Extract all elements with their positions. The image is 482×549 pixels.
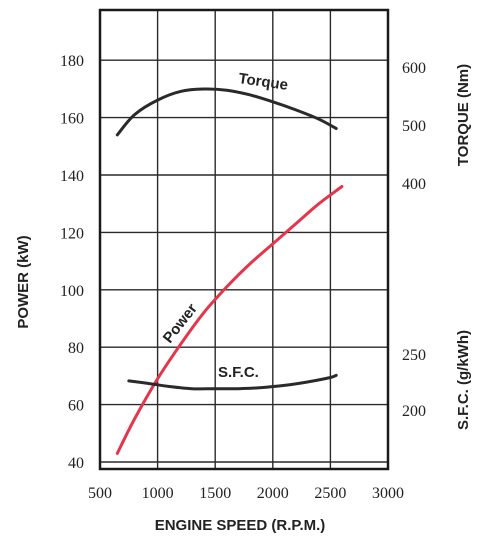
x-tick-label: 1000 (142, 485, 174, 502)
sfc-series-line (127, 373, 338, 391)
torque-axis-title: TORQUE (Nm) (455, 64, 472, 166)
power-tick-label: 80 (68, 340, 84, 357)
x-tick-label: 2500 (314, 485, 346, 502)
x-tick-label: 2000 (257, 485, 289, 502)
x-tick-label: 1500 (199, 485, 231, 502)
tick-labels: 500 1000 1500 2000 2500 3000 40 60 80 100 120 140 16… (60, 53, 426, 502)
torque-tick-label: 600 (402, 60, 426, 77)
power-tick-label: 40 (68, 455, 84, 472)
x-tick-label: 500 (88, 485, 112, 502)
torque-series-line (115, 87, 338, 137)
x-tick-label: 3000 (372, 485, 404, 502)
sfc-axis-title: S.F.C. (g/kWh) (455, 330, 472, 430)
power-series-line (115, 185, 344, 455)
power-tick-label: 60 (68, 398, 84, 415)
torque-tick-label: 400 (402, 176, 426, 193)
sfc-tick-label: 250 (402, 347, 426, 364)
power-axis-title: POWER (kW) (15, 235, 32, 328)
torque-series-label: Torque (237, 70, 289, 94)
sfc-tick-label: 200 (402, 403, 426, 420)
x-axis-title: ENGINE SPEED (R.P.M.) (155, 517, 326, 534)
sfc-series-label: S.F.C. (218, 364, 259, 381)
power-tick-label: 180 (60, 53, 84, 70)
power-tick-label: 160 (60, 111, 84, 128)
series-layer (115, 87, 344, 455)
power-tick-label: 120 (60, 225, 84, 242)
power-tick-label: 140 (60, 168, 84, 185)
power-tick-label: 100 (60, 283, 84, 300)
torque-tick-label: 500 (402, 118, 426, 135)
plot-frame (98, 8, 390, 471)
